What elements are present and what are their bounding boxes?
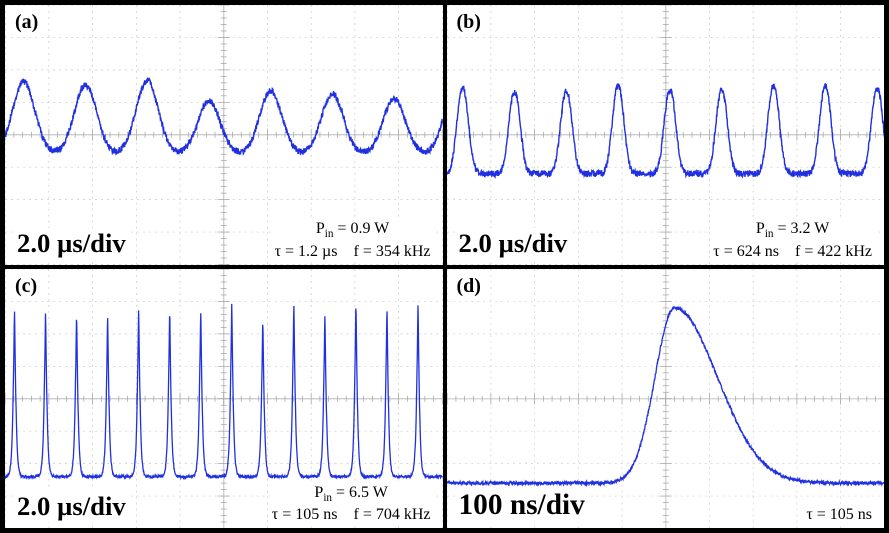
timebase-label: 2.0 µs/div bbox=[15, 228, 128, 259]
tau-label: τ = 1.2 µs bbox=[275, 243, 338, 260]
panel-letter: (a) bbox=[15, 11, 38, 34]
spacer bbox=[337, 243, 353, 260]
panel-params: Pin = 6.5 W τ = 105 ns f = 704 kHz bbox=[270, 484, 433, 524]
p-in-P: P bbox=[316, 220, 325, 237]
p-in-value: = 3.2 W bbox=[778, 220, 830, 237]
tau-f-line: τ = 1.2 µs f = 354 kHz bbox=[275, 243, 431, 261]
p-in-sub: in bbox=[765, 229, 774, 241]
tau-f-line: τ = 624 ns f = 422 kHz bbox=[713, 243, 872, 261]
f-label: f = 422 kHz bbox=[795, 243, 872, 260]
panel-a: (a) 2.0 µs/div Pin = 0.9 W τ = 1.2 µs f = 3… bbox=[3, 3, 445, 267]
panel-params: Pin = 3.2 W τ = 624 ns f = 422 kHz bbox=[711, 220, 874, 260]
tau-label: τ = 624 ns bbox=[713, 243, 779, 260]
timebase-label: 100 ns/div bbox=[457, 489, 587, 522]
panel-d: (d) 100 ns/div τ = 105 ns bbox=[445, 267, 887, 531]
panel-letter: (d) bbox=[457, 275, 481, 298]
p-in-value: = 0.9 W bbox=[337, 220, 389, 237]
panel-b: (b) 2.0 µs/div Pin = 3.2 W τ = 624 ns f = 4… bbox=[445, 3, 887, 267]
p-in-label: Pin = 3.2 W bbox=[713, 220, 872, 240]
panel-params: τ = 105 ns bbox=[804, 504, 874, 524]
p-in-P: P bbox=[314, 484, 323, 501]
spacer bbox=[779, 243, 795, 260]
p-in-label: Pin = 6.5 W bbox=[272, 484, 431, 504]
p-in-sub: in bbox=[323, 492, 332, 504]
p-in-P: P bbox=[756, 220, 765, 237]
tau-f-line: τ = 105 ns f = 704 kHz bbox=[272, 506, 431, 524]
panel-letter: (c) bbox=[15, 275, 37, 298]
panel-params: Pin = 0.9 W τ = 1.2 µs f = 354 kHz bbox=[273, 220, 433, 260]
spacer bbox=[337, 506, 353, 523]
p-in-label: Pin = 0.9 W bbox=[275, 220, 431, 240]
tau-label: τ = 105 ns bbox=[272, 506, 338, 523]
p-in-value: = 6.5 W bbox=[336, 484, 388, 501]
f-label: f = 704 kHz bbox=[353, 506, 430, 523]
tau-f-line: τ = 105 ns bbox=[806, 506, 872, 524]
timebase-label: 2.0 µs/div bbox=[457, 228, 570, 259]
panel-letter: (b) bbox=[457, 11, 481, 34]
tau-label: τ = 105 ns bbox=[806, 506, 872, 523]
figure-grid: (a) 2.0 µs/div Pin = 0.9 W τ = 1.2 µs f = 3… bbox=[0, 0, 889, 533]
panel-c: (c) 2.0 µs/div Pin = 6.5 W τ = 105 ns f = 7… bbox=[3, 267, 445, 531]
timebase-label: 2.0 µs/div bbox=[15, 491, 128, 522]
f-label: f = 354 kHz bbox=[353, 243, 430, 260]
